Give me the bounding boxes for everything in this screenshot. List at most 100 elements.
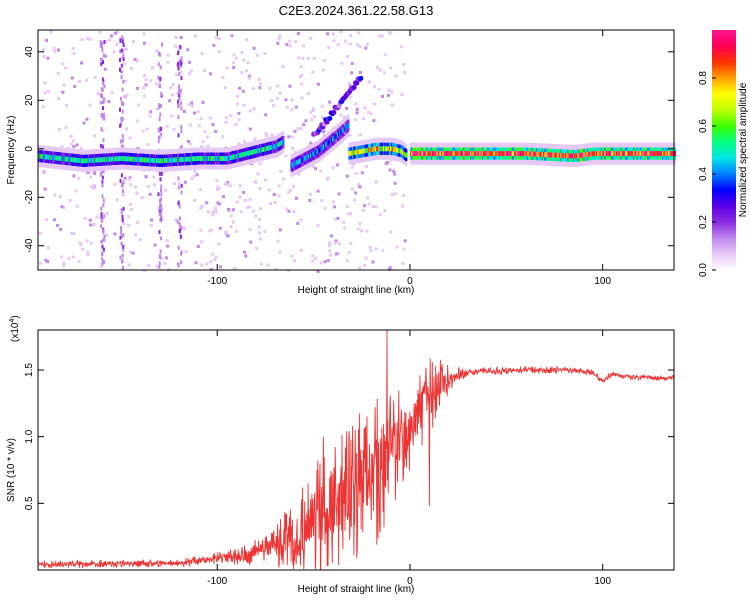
spectrogram-speckle	[44, 218, 48, 222]
spectrogram-speckle	[323, 260, 327, 264]
spectrogram-speckle	[329, 234, 333, 238]
spectrogram-streak	[158, 206, 161, 211]
spectrogram-speckle	[258, 162, 262, 166]
spectrogram-speckle	[243, 140, 246, 144]
spectrogram-speckle	[257, 78, 261, 81]
spectrogram-speckle	[62, 206, 66, 210]
spectrogram-speckle	[173, 182, 176, 186]
spectrogram-x-tick-label: 0	[407, 276, 413, 287]
spectrogram-streak	[178, 72, 181, 77]
spectrogram-speckle	[364, 164, 368, 168]
spectrogram-streak	[177, 185, 180, 190]
spectrogram-speckle	[292, 185, 295, 189]
snr-y-tick-label: 0.5	[24, 496, 35, 510]
spectrogram-speckle	[268, 86, 272, 90]
spectrogram-speckle	[320, 104, 324, 108]
spectrogram-ridge-core	[349, 150, 352, 156]
spectrogram-speckle	[67, 256, 71, 260]
spectrogram-speckle	[342, 220, 346, 224]
spectrogram-speckle	[278, 228, 282, 232]
snr-y-multiplier: (x104)	[9, 315, 21, 342]
spectrogram-streak	[160, 236, 162, 241]
spectrogram-streak	[160, 127, 163, 131]
spectrogram-speckle	[402, 194, 406, 197]
spectrogram-speckle	[345, 204, 349, 208]
spectrogram-branch-cell	[358, 75, 364, 81]
spectrogram-ridge-core	[293, 161, 297, 167]
spectrogram-speckle	[374, 247, 378, 251]
spectrogram-speckle	[142, 86, 146, 90]
spectrogram-speckle	[138, 238, 142, 242]
spectrogram-speckle	[302, 44, 306, 48]
spectrogram-ridge-core	[155, 158, 159, 164]
spectrogram-speckle	[342, 115, 346, 119]
spectrogram-speckle	[211, 210, 215, 214]
spectrogram-speckle	[295, 196, 298, 200]
spectrogram-speckle	[240, 71, 244, 75]
spectrogram-ridge-core	[137, 157, 140, 162]
spectrogram-streak	[119, 255, 122, 260]
spectrogram-streak	[122, 233, 125, 238]
spectrogram-speckle	[306, 92, 310, 95]
spectrogram-speckle	[122, 222, 126, 225]
spectrogram-speckle	[257, 225, 261, 229]
spectrogram-speckle	[72, 232, 76, 235]
spectrogram-speckle	[209, 260, 213, 264]
spectrogram-speckle	[388, 230, 392, 234]
spectrogram-speckle	[72, 51, 76, 55]
spectrogram-streak	[100, 219, 103, 224]
spectrogram-speckle	[301, 57, 305, 60]
spectrogram-speckle	[331, 32, 335, 36]
spectrogram-speckle	[393, 181, 397, 185]
spectrogram-speckle	[293, 129, 297, 133]
spectrogram-speckle	[199, 206, 203, 210]
spectrogram-streak	[122, 79, 125, 84]
spectrogram-streak	[119, 139, 122, 144]
spectrogram-frame	[37, 29, 675, 271]
spectrogram-ridge-core	[490, 151, 494, 157]
spectrogram-speckle	[231, 61, 235, 65]
spectrogram-speckle	[377, 87, 381, 91]
snr-x-tick-label: 0	[407, 576, 413, 587]
spectrogram-speckle	[226, 234, 230, 238]
spectrogram-streak	[121, 234, 123, 239]
spectrogram-speckle	[215, 179, 219, 183]
spectrogram-speckle	[288, 44, 292, 48]
spectrogram-speckle	[383, 71, 387, 75]
spectrogram-speckle	[393, 172, 397, 176]
spectrogram-speckle	[86, 253, 90, 257]
spectrogram-speckle	[70, 76, 74, 80]
spectrogram-streak	[157, 75, 160, 80]
spectrogram-speckle	[380, 34, 384, 38]
spectrogram-speckle	[229, 225, 233, 229]
spectrogram-speckle	[199, 117, 203, 121]
spectrogram-speckle	[267, 188, 271, 192]
spectrogram-streak	[121, 101, 124, 106]
spectrogram-speckle	[290, 108, 294, 112]
spectrogram-speckle	[59, 227, 63, 231]
spectrogram-speckle	[291, 146, 294, 150]
spectrogram-streak	[122, 138, 124, 143]
spectrogram-streak	[102, 60, 104, 65]
spectrogram-speckle	[214, 255, 218, 259]
spectrogram-speckle	[343, 39, 347, 43]
spectrogram-streak	[119, 96, 122, 101]
spectrogram-speckle	[213, 258, 217, 262]
spectrogram-streak	[160, 203, 162, 208]
spectrogram-speckle	[389, 66, 392, 70]
spectrogram-speckle	[332, 39, 336, 43]
spectrogram-speckle	[384, 162, 388, 165]
spectrogram-speckle	[196, 110, 200, 113]
spectrogram-speckle	[311, 259, 315, 263]
spectrogram-ridge-core	[352, 150, 356, 156]
spectrogram-speckle	[188, 123, 192, 127]
spectrogram-speckle	[353, 198, 356, 202]
spectrogram-speckle	[146, 143, 150, 147]
spectrogram-speckle	[311, 70, 315, 74]
spectrogram-speckle	[294, 40, 298, 43]
spectrogram-speckle	[368, 245, 372, 249]
spectrogram-speckle	[57, 128, 61, 131]
spectrogram-speckle	[153, 243, 157, 247]
snr-frame	[37, 329, 675, 571]
